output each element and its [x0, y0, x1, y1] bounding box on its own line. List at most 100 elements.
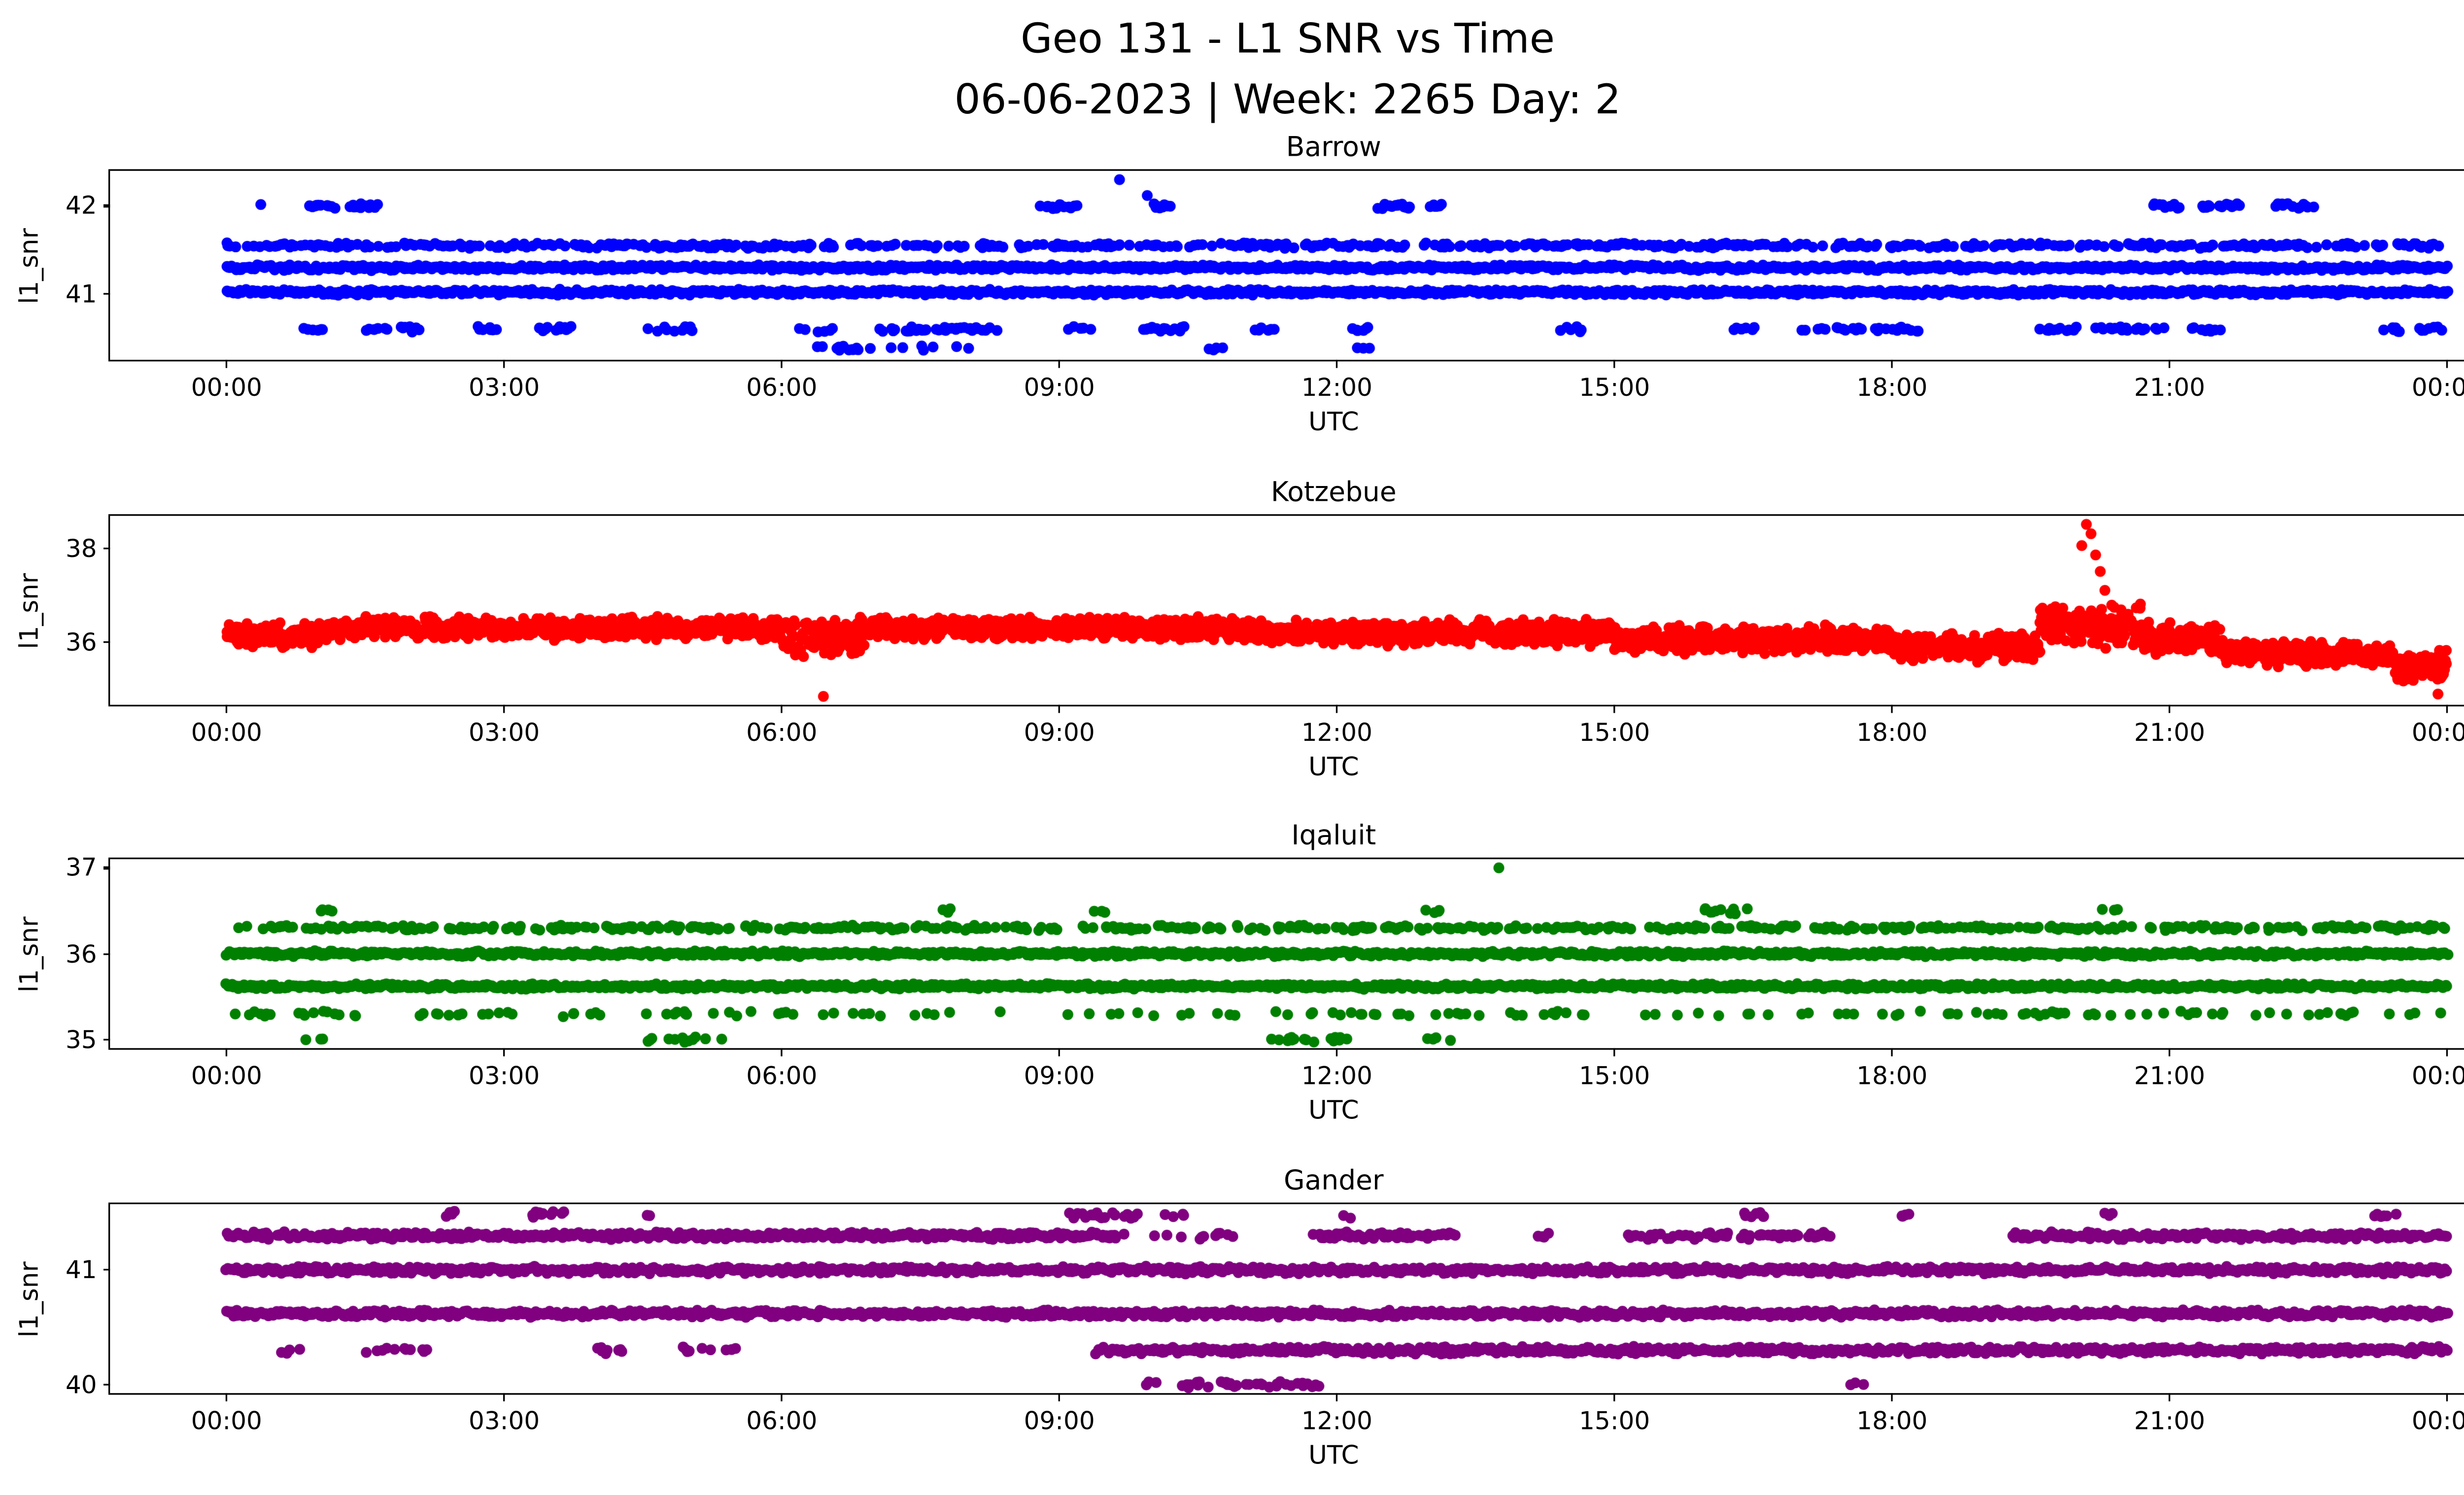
y-axis-label: l1_snr [14, 915, 44, 992]
x-tick-mark [1058, 1048, 1061, 1056]
y-tick-mark [103, 293, 110, 295]
x-tick-mark [1613, 359, 1616, 367]
x-tick-label: 09:00 [1024, 1061, 1095, 1091]
y-axis-label: l1_snr [14, 227, 44, 304]
x-tick-label: 12:00 [1301, 718, 1372, 748]
y-tick-mark [103, 952, 110, 955]
x-tick-label: 21:00 [2134, 373, 2205, 403]
x-tick-label: 15:00 [1579, 373, 1650, 403]
x-tick-label: 18:00 [1856, 718, 1928, 748]
x-tick-mark [503, 1048, 506, 1056]
x-axis-label: UTC [1308, 752, 1359, 782]
x-tick-label: 00:00 [2411, 718, 2464, 748]
y-tick-mark [103, 1383, 110, 1386]
x-tick-mark [781, 1393, 783, 1401]
x-tick-label: 03:00 [469, 1406, 540, 1436]
data-points-canvas [110, 1204, 2464, 1393]
y-tick-label: 36 [66, 939, 97, 969]
subplot-title: Barrow [1286, 131, 1381, 163]
x-tick-mark [781, 359, 783, 367]
x-tick-label: 21:00 [2134, 1406, 2205, 1436]
figure-title: Geo 131 - L1 SNR vs Time [1020, 14, 1555, 63]
y-tick-label: 37 [66, 853, 97, 883]
x-tick-mark [1891, 1048, 1893, 1056]
x-tick-mark [2446, 359, 2449, 367]
x-tick-mark [1335, 704, 1338, 712]
x-tick-label: 00:00 [2411, 373, 2464, 403]
y-axis-label: l1_snr [14, 572, 44, 649]
x-axis-label: UTC [1308, 407, 1359, 437]
subplot-title: Kotzebue [1270, 476, 1397, 508]
y-tick-mark [103, 205, 110, 208]
y-tick-mark [103, 641, 110, 643]
x-tick-label: 03:00 [469, 718, 540, 748]
subplot-title: Gander [1284, 1165, 1384, 1196]
y-axis-label: l1_snr [14, 1260, 44, 1337]
x-tick-label: 06:00 [746, 718, 818, 748]
x-tick-label: 21:00 [2134, 1061, 2205, 1091]
x-tick-mark [225, 704, 228, 712]
y-tick-label: 40 [66, 1369, 97, 1399]
x-tick-label: 06:00 [746, 373, 818, 403]
x-tick-label: 03:00 [469, 373, 540, 403]
x-tick-label: 00:00 [2411, 1406, 2464, 1436]
x-tick-label: 00:00 [191, 373, 262, 403]
figure-subtitle: 06-06-2023 | Week: 2265 Day: 2 [954, 75, 1621, 123]
x-tick-mark [2446, 1393, 2449, 1401]
x-axis-label: UTC [1308, 1440, 1359, 1470]
x-tick-label: 18:00 [1856, 373, 1928, 403]
subplot-barrow: Barrow l1_snr UTC 00:00 03:00 06:00 09:00 12… [15, 132, 2464, 437]
y-tick-mark [103, 547, 110, 549]
x-tick-mark [1335, 1048, 1338, 1056]
x-tick-mark [503, 1393, 506, 1401]
x-tick-mark [1058, 359, 1061, 367]
y-tick-label: 41 [66, 279, 97, 309]
data-points-canvas [110, 859, 2464, 1048]
x-tick-label: 00:00 [191, 1406, 262, 1436]
x-tick-label: 06:00 [746, 1061, 818, 1091]
x-tick-mark [1891, 1393, 1893, 1401]
x-tick-mark [1613, 1393, 1616, 1401]
x-tick-label: 18:00 [1856, 1406, 1928, 1436]
y-tick-mark [103, 1038, 110, 1041]
x-tick-mark [503, 704, 506, 712]
x-tick-label: 00:00 [2411, 1061, 2464, 1091]
x-tick-mark [1613, 1048, 1616, 1056]
x-axis-label: UTC [1308, 1096, 1359, 1126]
y-tick-label: 36 [66, 627, 97, 657]
x-tick-mark [1058, 704, 1061, 712]
x-tick-label: 18:00 [1856, 1061, 1928, 1091]
x-tick-mark [2168, 1048, 2171, 1056]
x-tick-mark [2168, 704, 2171, 712]
x-tick-mark [225, 359, 228, 367]
y-tick-label: 35 [66, 1024, 97, 1054]
x-tick-mark [503, 359, 506, 367]
y-tick-label: 42 [66, 191, 97, 221]
x-tick-mark [1891, 359, 1893, 367]
x-tick-label: 12:00 [1301, 1061, 1372, 1091]
subplot-title: Iqaluit [1291, 820, 1376, 851]
x-tick-label: 12:00 [1301, 1406, 1372, 1436]
x-tick-label: 00:00 [191, 1061, 262, 1091]
x-tick-mark [1891, 704, 1893, 712]
x-tick-label: 15:00 [1579, 1061, 1650, 1091]
x-tick-mark [2168, 359, 2171, 367]
x-tick-mark [2168, 1393, 2171, 1401]
x-tick-label: 21:00 [2134, 718, 2205, 748]
x-tick-mark [1058, 1393, 1061, 1401]
data-points-canvas [110, 516, 2464, 705]
y-tick-label: 38 [66, 533, 97, 563]
x-tick-mark [2446, 704, 2449, 712]
x-tick-label: 09:00 [1024, 1406, 1095, 1436]
x-tick-label: 09:00 [1024, 373, 1095, 403]
x-tick-mark [781, 1048, 783, 1056]
x-tick-label: 00:00 [191, 718, 262, 748]
data-points-canvas [110, 171, 2464, 360]
y-tick-mark [103, 867, 110, 869]
x-tick-label: 09:00 [1024, 718, 1095, 748]
subplot-iqaluit: Iqaluit l1_snr UTC 00:00 03:00 06:00 09:00 1… [15, 820, 2464, 1125]
x-tick-mark [1613, 704, 1616, 712]
subplot-gander: Gander l1_snr UTC 00:00 03:00 06:00 09:00 12… [15, 1165, 2464, 1470]
x-tick-mark [2446, 1048, 2449, 1056]
